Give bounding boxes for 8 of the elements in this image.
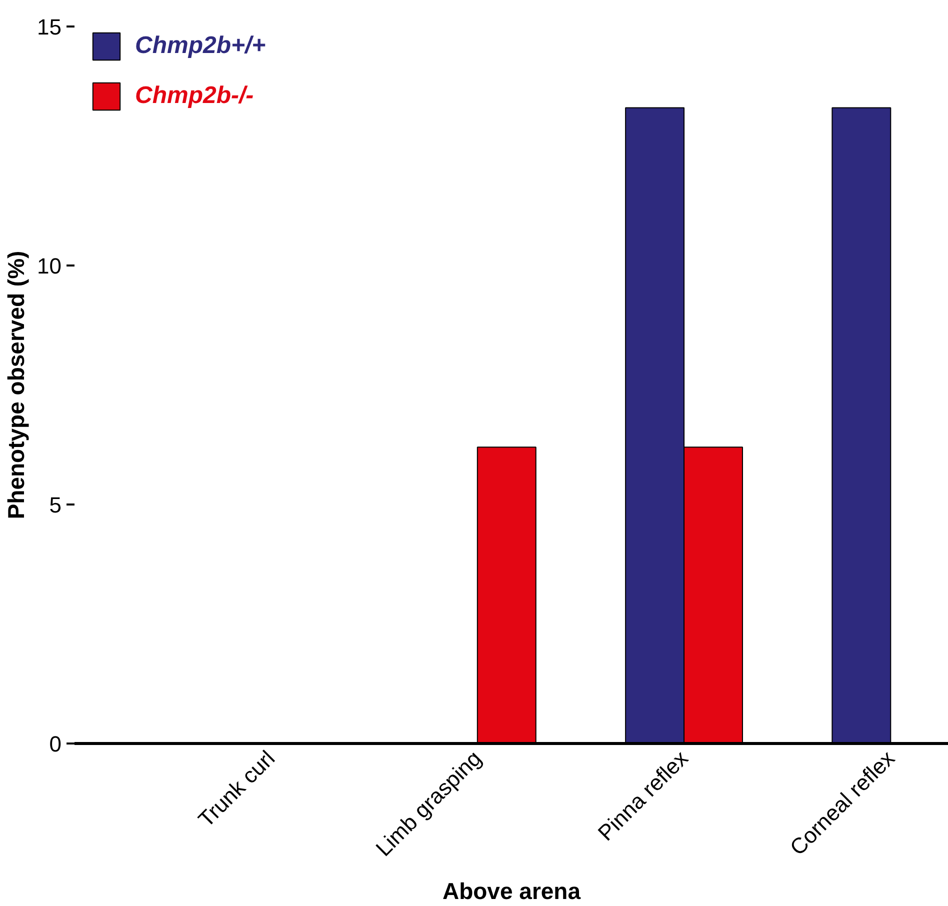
legend-label: Chmp2b-/-	[135, 82, 254, 110]
y-tick-label: 0	[49, 732, 62, 756]
y-tick-label: 10	[37, 254, 62, 278]
y-axis-title: Phenotype observed (%)	[3, 250, 30, 520]
x-axis-title: Above arena	[442, 878, 581, 904]
legend-label: Chmp2b+/+	[135, 32, 266, 60]
y-tick-label: 5	[49, 492, 62, 518]
y-tick-label: 15	[37, 14, 62, 40]
